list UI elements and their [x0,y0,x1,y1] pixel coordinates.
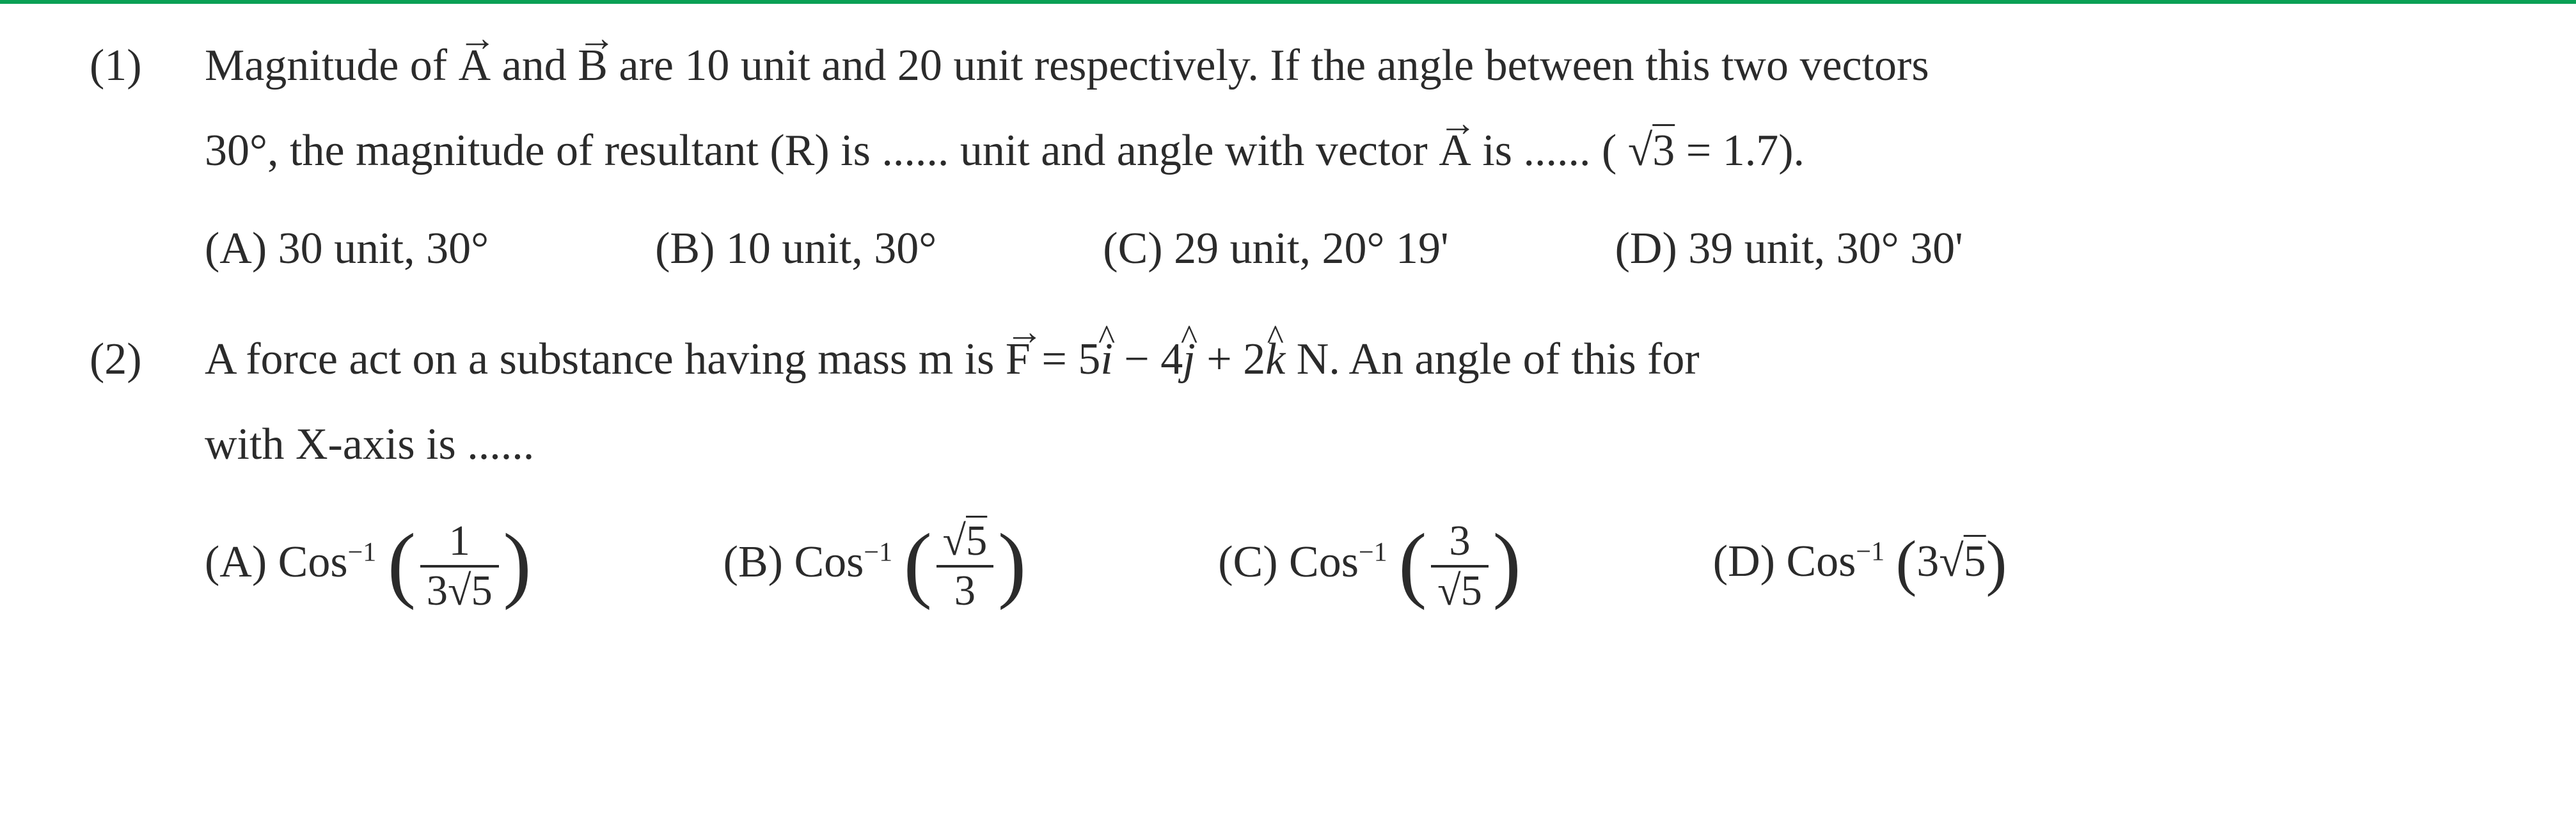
text: (A) Cos [205,537,348,587]
numerator: √5 [936,519,994,568]
sqrt-radicand: 3 [1652,126,1675,175]
inverse-exp: −1 [1359,538,1387,568]
question-text-line: with X-axis is ...... [205,402,2538,487]
text: and [491,41,578,90]
text: Magnitude of [205,41,459,90]
fraction: √53 [936,519,994,614]
text: A force act on a substance having mass m… [205,335,1006,384]
text: + 2 [1196,335,1265,384]
options-row: (A) 30 unit, 30° (B) 10 unit, 30° (C) 29… [205,206,2538,291]
right-paren-icon: ) [503,516,531,610]
option-a: (A) 30 unit, 30° [205,206,489,291]
vector-A: →A [459,23,491,108]
right-paren-icon: ) [1493,516,1521,610]
option-c: (C) Cos−1 (3√5) [1218,519,1521,614]
right-paren-icon: ) [1986,529,2007,598]
exam-page: (1) Magnitude of →A and →B are 10 unit a… [0,0,2576,819]
option-d: (D) Cos−1 (3√5) [1713,519,2007,614]
question-text-line: 30°, the magnitude of resultant (R) is .… [205,108,2538,193]
arrow-icon: → [578,2,608,74]
text: N. An angle of this for [1285,335,1699,384]
question-number: (2) [90,317,205,614]
inverse-exp: −1 [864,538,892,568]
question-number: (1) [90,23,205,291]
option-a: (A) Cos−1 (13√5) [205,519,532,614]
vector-F: →F [1006,317,1031,402]
question-body: Magnitude of →A and →B are 10 unit and 2… [205,23,2538,291]
option-b: (B) 10 unit, 30° [655,206,936,291]
text: 30°, the magnitude of resultant (R) is .… [205,126,1439,175]
vector-B: →B [578,23,608,108]
question-2: (2) A force act on a substance having ma… [90,317,2538,614]
j-hat: j [1183,317,1195,402]
question-text-line: Magnitude of →A and →B are 10 unit and 2… [205,23,2538,108]
left-paren-icon: ( [388,516,416,610]
k-hat: k [1265,317,1285,402]
text: (D) Cos [1713,537,1856,586]
question-text-line: A force act on a substance having mass m… [205,317,2538,402]
option-b: (B) Cos−1 (√53) [723,519,1027,614]
i-hat: i [1100,317,1112,402]
arrow-icon: → [459,2,491,74]
denominator: 3 [936,568,994,614]
left-paren-icon: ( [1896,529,1917,598]
arrow-icon: → [1439,87,1471,159]
question-body: A force act on a substance having mass m… [205,317,2538,614]
fraction: 3√5 [1431,519,1489,614]
fraction: 13√5 [420,519,499,614]
inverse-exp: −1 [1856,537,1885,567]
inverse-exp: −1 [348,538,377,568]
sqrt-icon: √ [1628,126,1652,175]
left-paren-icon: ( [1398,516,1426,610]
text: − 4 [1113,335,1183,384]
text: (C) Cos [1218,537,1359,587]
options-row: (A) Cos−1 (13√5) (B) Cos−1 (√53) (C) Cos… [205,519,2538,614]
text: (B) Cos [723,537,864,587]
vector-A: →A [1439,108,1471,193]
text: is ...... ( [1471,126,1628,175]
option-d: (D) 39 unit, 30° 30' [1615,206,1963,291]
numerator: 1 [420,519,499,568]
left-paren-icon: ( [904,516,932,610]
sqrt-icon: √ [1437,568,1461,614]
question-1: (1) Magnitude of →A and →B are 10 unit a… [90,23,2538,291]
arrow-icon: → [1006,296,1031,368]
numerator: 3 [1431,519,1489,568]
denominator: √5 [1431,568,1489,614]
option-c: (C) 29 unit, 20° 19' [1103,206,1448,291]
text: are 10 unit and 20 unit respectively. If… [608,41,1929,90]
sqrt-icon: √ [1939,537,1963,586]
text: 3 [1916,537,1939,586]
sqrt-icon: √ [943,518,967,564]
sqrt-icon: √ [448,568,471,614]
text: = 1.7). [1675,126,1805,175]
sqrt-radicand: 5 [1964,537,1986,586]
denominator: 3√5 [420,568,499,614]
right-paren-icon: ) [998,516,1026,610]
